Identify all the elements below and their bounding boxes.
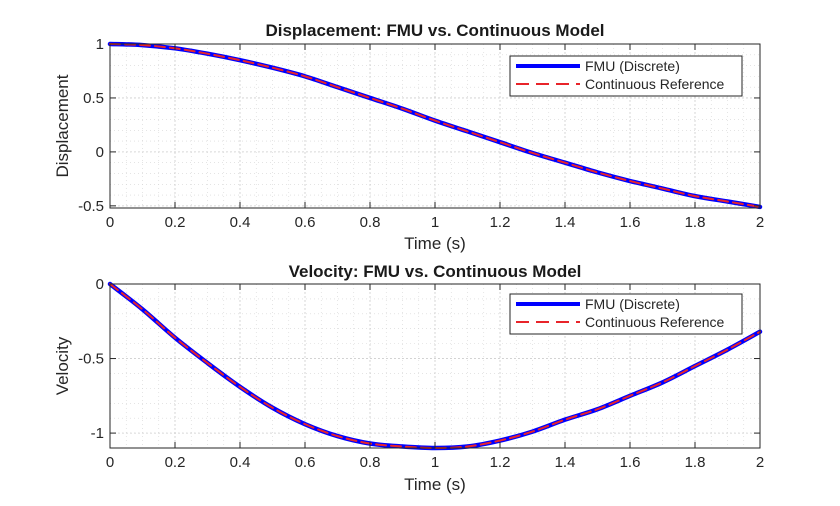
- displacement-chart-title: Displacement: FMU vs. Continuous Model: [265, 21, 604, 40]
- displacement-x-tick-label: 0.8: [360, 214, 381, 231]
- velocity-x-tick-label: 0.6: [295, 454, 316, 471]
- velocity-y-tick-label: 0: [96, 276, 104, 293]
- displacement-y-tick-label: 0.5: [83, 90, 104, 107]
- velocity-x-tick-label: 1.2: [490, 454, 511, 471]
- displacement-x-ticks: 0 0.2 0.4 0.6 0.8 1 1.2 1.4 1.6 1.8 2: [106, 44, 764, 231]
- legend-box: [509, 293, 743, 335]
- displacement-x-tick-label: 0.6: [295, 214, 316, 231]
- displacement-y-tick-label: 0: [96, 144, 104, 161]
- velocity-x-tick-label: 0.2: [165, 454, 186, 471]
- legend-fmu-label: FMU (Discrete): [585, 58, 680, 74]
- legend-reference-label: Continuous Reference: [585, 314, 725, 330]
- velocity-x-tick-label: 1.6: [620, 454, 641, 471]
- velocity-x-tick-label: 0.4: [230, 454, 251, 471]
- velocity-chart-title: Velocity: FMU vs. Continuous Model: [289, 262, 582, 281]
- displacement-y-tick-label: 1: [96, 36, 104, 53]
- velocity-legend: FMU (Discrete) Continuous Reference: [509, 293, 743, 335]
- legend-box: [509, 55, 743, 97]
- displacement-y-ticks: 1 0.5 0 -0.5: [78, 36, 760, 215]
- velocity-y-tick-label: -1: [91, 425, 104, 442]
- legend-reference-label: Continuous Reference: [585, 76, 725, 92]
- displacement-x-tick-label: 1.2: [490, 214, 511, 231]
- velocity-subplot: 0 0.2 0.4 0.6 0.8 1 1.2 1.4 1.6 1.8 2 0 -0.5 -1 Velo…: [53, 262, 764, 494]
- velocity-x-tick-label: 2: [756, 454, 764, 471]
- velocity-x-ticks: 0 0.2 0.4 0.6 0.8 1 1.2 1.4 1.6 1.8 2: [106, 284, 764, 471]
- velocity-x-axis-label: Time (s): [404, 475, 466, 494]
- legend-fmu-label: FMU (Discrete): [585, 296, 680, 312]
- velocity-x-tick-label: 0.8: [360, 454, 381, 471]
- displacement-x-tick-label: 0: [106, 214, 114, 231]
- velocity-y-tick-label: -0.5: [78, 351, 104, 368]
- displacement-y-axis-label: Displacement: [53, 74, 72, 177]
- displacement-x-tick-label: 1.6: [620, 214, 641, 231]
- displacement-x-tick-label: 2: [756, 214, 764, 231]
- velocity-x-tick-label: 1.4: [555, 454, 576, 471]
- displacement-x-tick-label: 1.4: [555, 214, 576, 231]
- displacement-y-tick-label: -0.5: [78, 198, 104, 215]
- displacement-x-axis-label: Time (s): [404, 234, 466, 253]
- velocity-y-axis-label: Velocity: [53, 336, 72, 395]
- displacement-x-tick-label: 1: [431, 214, 439, 231]
- velocity-y-ticks: 0 -0.5 -1: [78, 276, 760, 442]
- displacement-plot-lines: [107, 41, 763, 210]
- displacement-continuous-reference-line: [109, 43, 761, 208]
- displacement-x-tick-label: 1.8: [685, 214, 706, 231]
- velocity-x-tick-label: 1.8: [685, 454, 706, 471]
- displacement-x-tick-label: 0.4: [230, 214, 251, 231]
- displacement-subplot: 0 0.2 0.4 0.6 0.8 1 1.2 1.4 1.6 1.8 2 10.50-0.5 Di…: [53, 21, 764, 253]
- velocity-x-tick-label: 0: [106, 454, 114, 471]
- velocity-x-tick-label: 1: [431, 454, 439, 471]
- displacement-x-tick-label: 0.2: [165, 214, 186, 231]
- displacement-legend: FMU (Discrete) Continuous Reference: [509, 55, 743, 97]
